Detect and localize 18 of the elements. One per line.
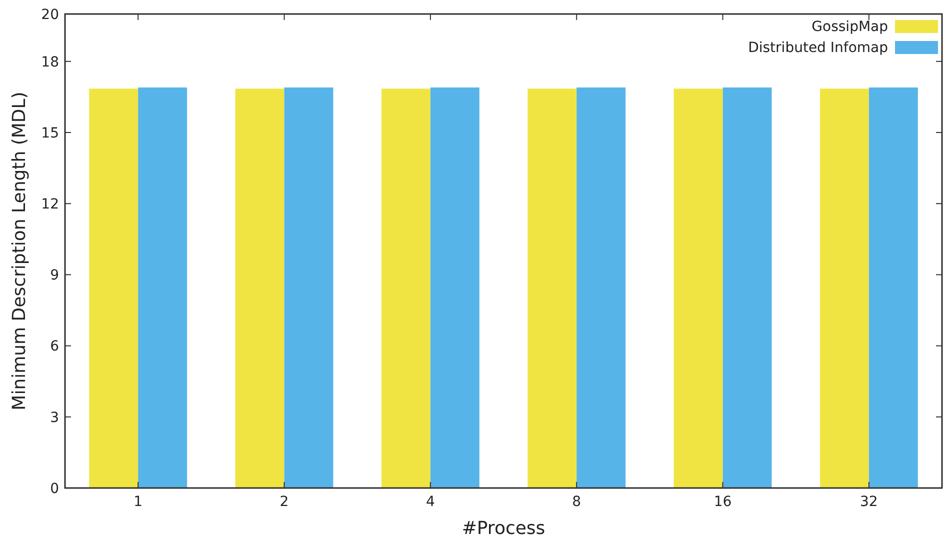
x-tick-label: 1 (134, 494, 143, 510)
x-axis-title: #Process (462, 518, 546, 539)
x-tick-label: 4 (426, 494, 435, 510)
x-tick-label: 8 (572, 494, 582, 510)
y-tick-label: 15 (41, 125, 59, 142)
legend-label: Distributed Infomap (748, 40, 888, 56)
x-tick-label: 16 (714, 494, 732, 510)
y-axis-title: Minimum Description Length (MDL) (9, 92, 30, 410)
y-tick-label: 0 (50, 480, 59, 497)
legend-label: GossipMap (812, 18, 888, 35)
y-tick-label: 12 (41, 196, 59, 212)
y-tick-label: 6 (50, 338, 60, 355)
x-tick-label: 2 (280, 494, 289, 510)
y-tick-label: 3 (50, 410, 59, 426)
y-tick-label: 20 (41, 6, 59, 23)
x-tick-label: 32 (860, 494, 878, 510)
y-tick-label: 9 (50, 268, 59, 284)
y-tick-label: 18 (41, 54, 59, 70)
